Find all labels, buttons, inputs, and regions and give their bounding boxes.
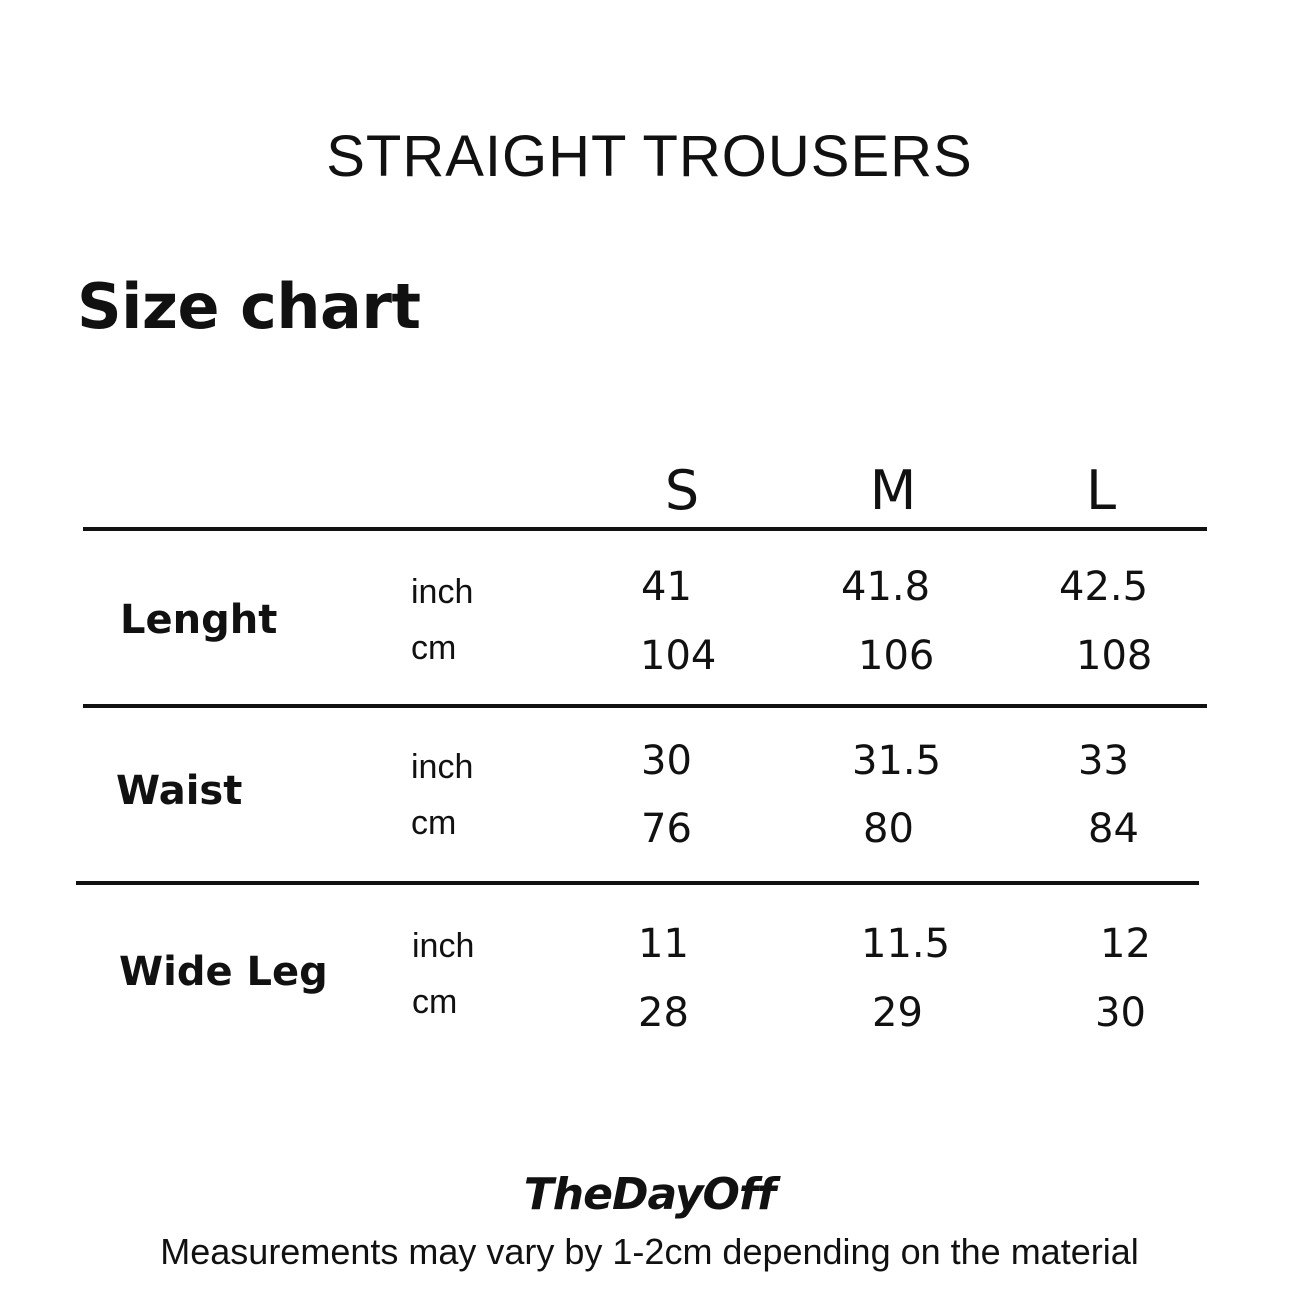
measurement-cell: 104 xyxy=(640,633,717,679)
unit-label: cm xyxy=(411,804,457,842)
unit-label: inch xyxy=(411,573,474,611)
measurement-cell: 41 xyxy=(641,564,692,610)
table-divider xyxy=(76,881,1199,885)
measurement-cell: 42.5 xyxy=(1059,564,1149,610)
unit-label: inch xyxy=(412,927,475,965)
measurement-note: Measurements may vary by 1-2cm depending… xyxy=(160,1231,1139,1272)
brand-logo: TheDayOff xyxy=(523,1169,776,1220)
measurement-cell: 33 xyxy=(1078,738,1129,784)
measurement-cell: 28 xyxy=(638,990,689,1036)
measurement-cell: 76 xyxy=(641,806,692,852)
row-label: Waist xyxy=(116,768,243,814)
measurement-cell: 11.5 xyxy=(861,921,951,967)
measurement-cell: 30 xyxy=(641,738,692,784)
table-divider xyxy=(83,527,1207,531)
measurement-cell: 108 xyxy=(1076,633,1153,679)
size-header-l: L xyxy=(1085,459,1117,522)
table-divider xyxy=(83,704,1207,708)
row-label: Wide Leg xyxy=(119,949,328,995)
size-header-m: M xyxy=(869,459,917,522)
size-header-s: S xyxy=(664,459,700,522)
measurement-cell: 11 xyxy=(638,921,689,967)
measurement-cell: 30 xyxy=(1095,990,1146,1036)
unit-label: inch xyxy=(411,748,474,786)
measurement-cell: 80 xyxy=(863,806,914,852)
measurement-cell: 31.5 xyxy=(852,738,942,784)
measurement-cell: 12 xyxy=(1100,921,1151,967)
measurement-cell: 41.8 xyxy=(841,564,931,610)
unit-label: cm xyxy=(411,629,457,667)
row-label: Lenght xyxy=(120,597,278,643)
measurement-cell: 29 xyxy=(872,990,923,1036)
size-chart-heading: Size chart xyxy=(77,270,421,343)
page-title: STRAIGHT TROUSERS xyxy=(326,124,973,189)
unit-label: cm xyxy=(412,983,458,1021)
measurement-cell: 84 xyxy=(1088,806,1139,852)
measurement-cell: 106 xyxy=(858,633,935,679)
